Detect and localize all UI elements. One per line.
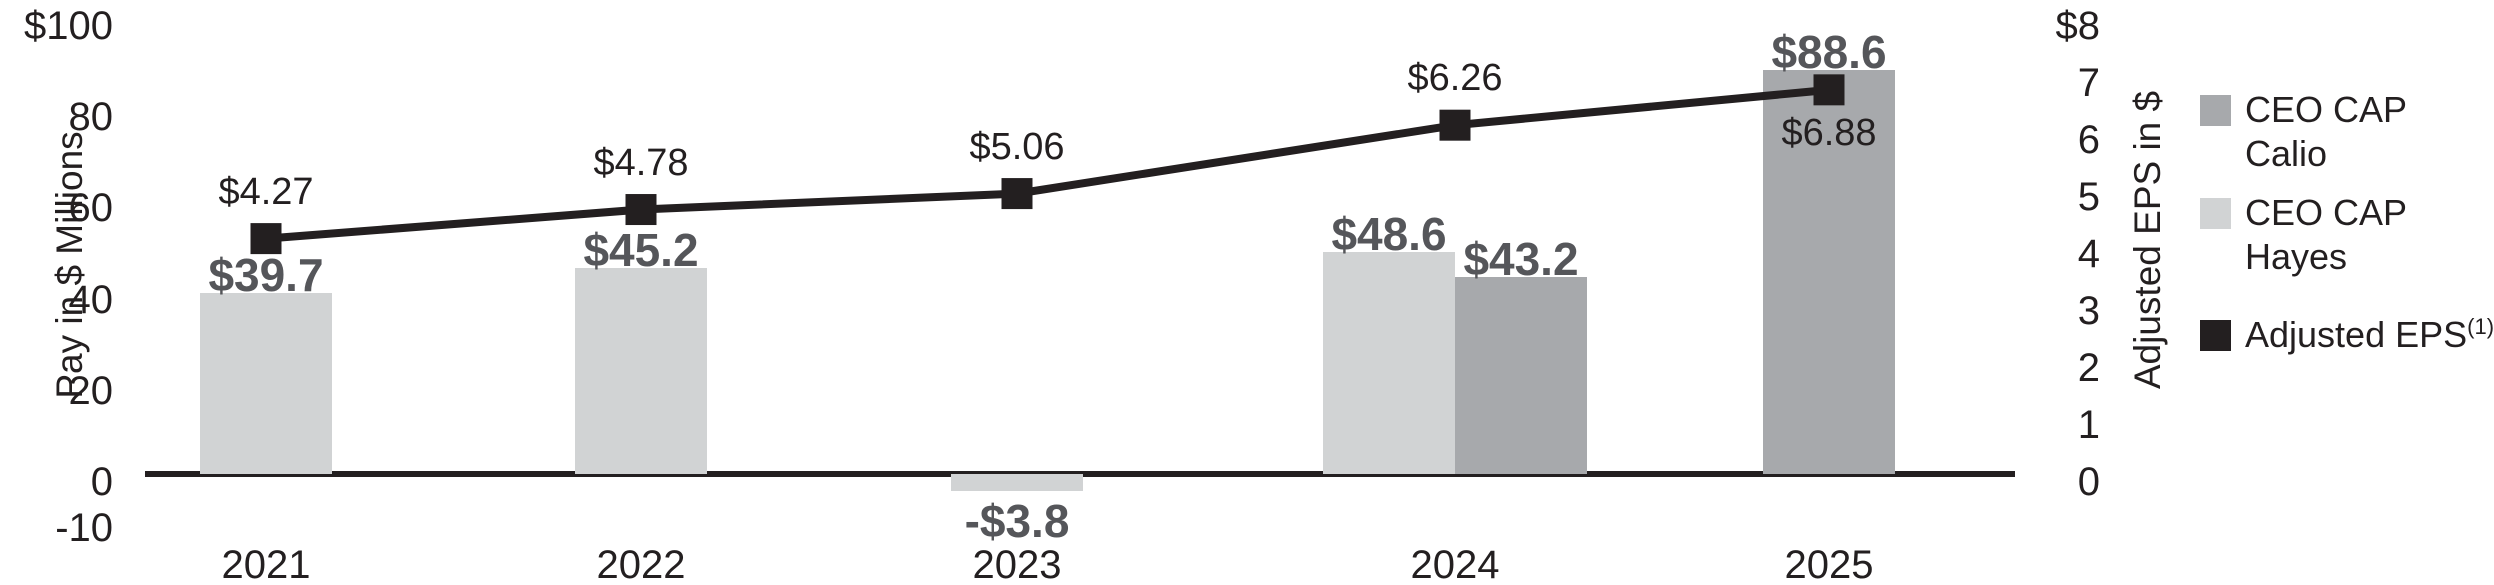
right-axis-tick: 0 <box>2077 460 2100 504</box>
right-axis-title: Adjusted EPS in $ <box>2127 90 2168 390</box>
x-axis-label-2024: 2024 <box>1410 543 1500 585</box>
bar-value-label-2022-hayes: $45.2 <box>583 223 699 276</box>
right-axis-tick: 1 <box>2077 403 2100 447</box>
legend-label-calio: CEO CAP Calio <box>2245 88 2407 176</box>
eps-value-label-2024: $6.26 <box>1407 57 1503 100</box>
right-axis-tick: 6 <box>2077 118 2100 162</box>
legend-label-line: CEO CAP <box>2245 192 2408 233</box>
bar-value-label-2024-hayes: $48.6 <box>1331 208 1447 261</box>
x-axis-label-2021: 2021 <box>221 543 311 585</box>
bar-2023-hayes <box>951 474 1083 492</box>
right-axis-tick: 3 <box>2077 289 2100 333</box>
left-axis-tick: 0 <box>90 460 113 504</box>
right-axis-tick: $8 <box>2055 4 2101 48</box>
x-axis-label-2023: 2023 <box>972 543 1062 585</box>
right-axis-tick: 7 <box>2077 61 2100 105</box>
eps-value-label-2022: $4.78 <box>593 141 689 184</box>
left-axis-tick: 80 <box>68 95 114 140</box>
legend-footnote-superscript: (1) <box>2467 314 2494 339</box>
left-axis-tick: -10 <box>55 505 113 550</box>
bar-2024-hayes <box>1323 252 1455 474</box>
bar-2024-calio <box>1455 277 1587 474</box>
left-axis-tick: 60 <box>68 186 114 231</box>
legend-label-hayes: CEO CAP Hayes <box>2245 191 2407 279</box>
right-axis-tick: 5 <box>2077 175 2100 219</box>
eps-value-label-2023: $5.06 <box>969 125 1065 168</box>
legend-label-line: Calio <box>2245 133 2328 174</box>
eps-marker-2023 <box>1001 178 1033 210</box>
right-axis-tick: 4 <box>2077 232 2100 276</box>
legend-swatch-hayes <box>2200 198 2231 229</box>
left-axis-tick: $100 <box>24 4 113 48</box>
left-axis-tick: 40 <box>68 277 114 322</box>
bar-value-label-2025-calio: $88.6 <box>1771 25 1887 78</box>
x-axis-label-2022: 2022 <box>596 543 686 585</box>
bar-value-label-2023-hayes: -$3.8 <box>964 495 1070 548</box>
eps-marker-2024 <box>1439 109 1471 141</box>
eps-value-label-2025: $6.88 <box>1781 111 1877 154</box>
legend-label-line: Hayes <box>2245 236 2348 277</box>
bar-2021-hayes <box>200 292 332 474</box>
left-axis-tick: 20 <box>68 368 114 413</box>
eps-value-label-2021: $4.27 <box>218 170 314 213</box>
legend-label-eps: Adjusted EPS(1) <box>2245 313 2494 357</box>
right-axis-tick: 2 <box>2077 346 2100 390</box>
legend-label-line: Adjusted EPS(1) <box>2245 314 2494 355</box>
bar-value-label-2021-hayes: $39.7 <box>208 248 324 301</box>
bar-2022-hayes <box>575 267 707 474</box>
x-axis-label-2025: 2025 <box>1784 543 1874 585</box>
eps-marker-2022 <box>625 194 657 226</box>
legend-swatch-calio <box>2200 95 2231 126</box>
legend-swatch-eps <box>2200 320 2231 351</box>
legend-label-line: CEO CAP <box>2245 89 2408 130</box>
bar-value-label-2024-calio: $43.2 <box>1463 233 1579 285</box>
